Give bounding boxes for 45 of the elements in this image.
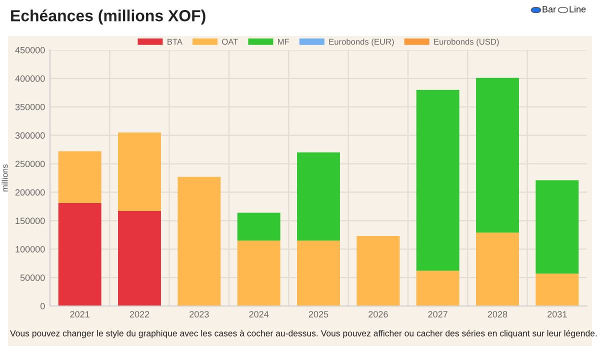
bar [356,236,400,306]
x-tick-label: 2031 [548,311,567,318]
x-tick-label: 2026 [368,311,388,318]
text: Line [570,6,586,12]
x-tick-label: 2022 [130,311,150,318]
y-tick-label: 350000 [15,104,45,110]
bar [237,212,280,241]
bar [118,132,161,211]
x-tick-label: 2028 [488,311,508,318]
bar [536,274,579,306]
bar [118,210,161,306]
y-tick-label: 300000 [15,132,45,139]
bar [237,240,280,306]
x-tick-label: 2027 [428,311,448,318]
text: Bar [542,6,556,12]
x-tick-label: 2024 [249,311,269,318]
bar [476,78,519,233]
y-tick-label: 100000 [16,246,45,252]
legend-label: Eurobonds (USD) [434,38,499,46]
y-axis-title: millions [2,164,8,192]
bar [416,90,460,271]
bar [58,151,102,204]
bar [58,203,102,306]
y-tick-label: 0 [40,302,45,310]
legend-label: OAT [222,38,238,45]
x-tick-label: 2021 [70,311,90,318]
bar [476,232,519,306]
bar [536,180,579,274]
legend-label: BTA [168,38,182,45]
bar [416,270,460,306]
y-tick-label: 250000 [15,160,45,168]
x-tick-label: 2023 [190,311,209,318]
y-tick-label: 450000 [15,46,45,54]
bar [297,240,340,306]
bar [297,152,340,241]
legend-label: MF [278,38,290,45]
text: Vous pouvez changer le style du graphique avec les cases à cocher au-dessus. Vous pouvez afficher ou cacher des séries en cliquant sur leur légende. [10,330,597,338]
y-tick-label: 200000 [15,189,45,196]
x-tick-label: 2025 [308,311,328,318]
y-tick-label: 150000 [16,218,45,224]
bar [178,176,221,306]
y-tick-label: 400000 [15,75,45,82]
y-tick-label: 50000 [20,274,45,281]
chart-title: Echéances (millions XOF) [11,9,206,25]
legend-label: Eurobonds (EUR) [329,38,394,46]
